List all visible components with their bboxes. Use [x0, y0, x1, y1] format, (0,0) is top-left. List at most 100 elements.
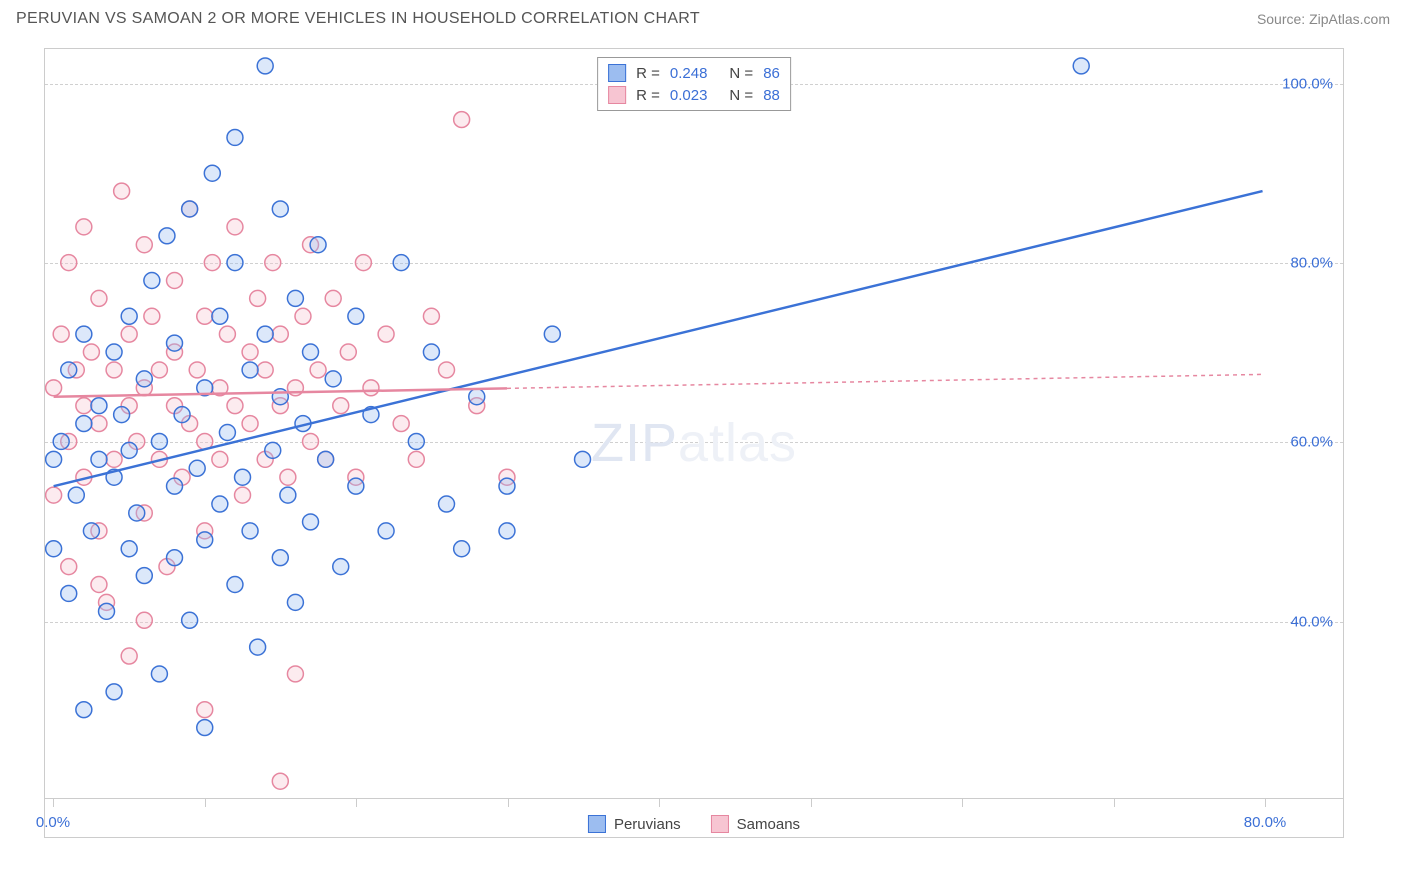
- data-point: [280, 487, 296, 503]
- data-point: [287, 290, 303, 306]
- n-value: 88: [763, 87, 780, 104]
- data-point: [121, 648, 137, 664]
- data-point: [439, 362, 455, 378]
- series-legend: Peruvians Samoans: [588, 815, 800, 833]
- data-point: [348, 478, 364, 494]
- data-point: [340, 344, 356, 360]
- r-value: 0.023: [670, 87, 708, 104]
- legend-label: Peruvians: [614, 816, 681, 833]
- data-point: [159, 228, 175, 244]
- data-point: [91, 416, 107, 432]
- data-point: [144, 273, 160, 289]
- data-point: [53, 433, 69, 449]
- data-point: [129, 505, 145, 521]
- data-point: [325, 371, 341, 387]
- data-point: [212, 451, 228, 467]
- data-point: [333, 398, 349, 414]
- data-point: [99, 603, 115, 619]
- data-point: [257, 58, 273, 74]
- swatch-icon: [588, 815, 606, 833]
- data-point: [182, 612, 198, 628]
- data-point: [318, 451, 334, 467]
- data-point: [348, 308, 364, 324]
- data-point: [303, 514, 319, 530]
- data-point: [76, 398, 92, 414]
- data-point: [272, 326, 288, 342]
- chart-title: PERUVIAN VS SAMOAN 2 OR MORE VEHICLES IN…: [16, 10, 700, 28]
- legend-item-samoans: Samoans: [711, 815, 800, 833]
- legend-row-samoans: R = 0.023 N = 88: [608, 84, 780, 106]
- data-point: [144, 308, 160, 324]
- chart-area: ZIPatlas R = 0.248 N = 86 R = 0.023 N = …: [44, 48, 1344, 838]
- data-point: [46, 487, 62, 503]
- data-point: [61, 559, 77, 575]
- data-point: [242, 523, 258, 539]
- data-point: [363, 380, 379, 396]
- data-point: [76, 219, 92, 235]
- legend-row-peruvians: R = 0.248 N = 86: [608, 62, 780, 84]
- data-point: [242, 362, 258, 378]
- data-point: [272, 389, 288, 405]
- data-point: [325, 290, 341, 306]
- data-point: [219, 425, 235, 441]
- data-point: [106, 344, 122, 360]
- data-point: [83, 523, 99, 539]
- data-point: [68, 487, 84, 503]
- data-point: [212, 496, 228, 512]
- data-point: [174, 407, 190, 423]
- data-point: [378, 523, 394, 539]
- data-point: [242, 344, 258, 360]
- data-point: [91, 290, 107, 306]
- data-point: [91, 577, 107, 593]
- data-point: [53, 326, 69, 342]
- data-point: [287, 666, 303, 682]
- data-point: [378, 326, 394, 342]
- data-point: [91, 398, 107, 414]
- data-point: [76, 416, 92, 432]
- data-point: [303, 433, 319, 449]
- data-point: [454, 112, 470, 128]
- data-point: [189, 460, 205, 476]
- data-point: [423, 308, 439, 324]
- swatch-icon: [608, 64, 626, 82]
- data-point: [61, 255, 77, 271]
- data-point: [197, 532, 213, 548]
- data-point: [303, 344, 319, 360]
- data-point: [499, 478, 515, 494]
- data-point: [408, 433, 424, 449]
- data-point: [167, 335, 183, 351]
- data-point: [499, 523, 515, 539]
- r-label: R =: [636, 87, 660, 104]
- trend-line-extrapolated: [507, 374, 1263, 388]
- data-point: [287, 594, 303, 610]
- data-point: [250, 290, 266, 306]
- data-point: [265, 442, 281, 458]
- data-point: [121, 308, 137, 324]
- data-point: [46, 451, 62, 467]
- data-point: [76, 326, 92, 342]
- data-point: [575, 451, 591, 467]
- data-point: [355, 255, 371, 271]
- correlation-legend: R = 0.248 N = 86 R = 0.023 N = 88: [597, 57, 791, 111]
- data-point: [257, 326, 273, 342]
- swatch-icon: [711, 815, 729, 833]
- data-point: [121, 326, 137, 342]
- data-point: [167, 550, 183, 566]
- data-point: [393, 416, 409, 432]
- data-point: [227, 129, 243, 145]
- data-point: [136, 371, 152, 387]
- data-point: [204, 165, 220, 181]
- data-point: [106, 362, 122, 378]
- data-point: [121, 541, 137, 557]
- data-point: [46, 380, 62, 396]
- legend-item-peruvians: Peruvians: [588, 815, 681, 833]
- data-point: [227, 398, 243, 414]
- data-point: [227, 577, 243, 593]
- data-point: [106, 451, 122, 467]
- data-point: [310, 362, 326, 378]
- data-point: [393, 255, 409, 271]
- data-point: [136, 568, 152, 584]
- data-point: [91, 451, 107, 467]
- data-point: [544, 326, 560, 342]
- data-point: [136, 237, 152, 253]
